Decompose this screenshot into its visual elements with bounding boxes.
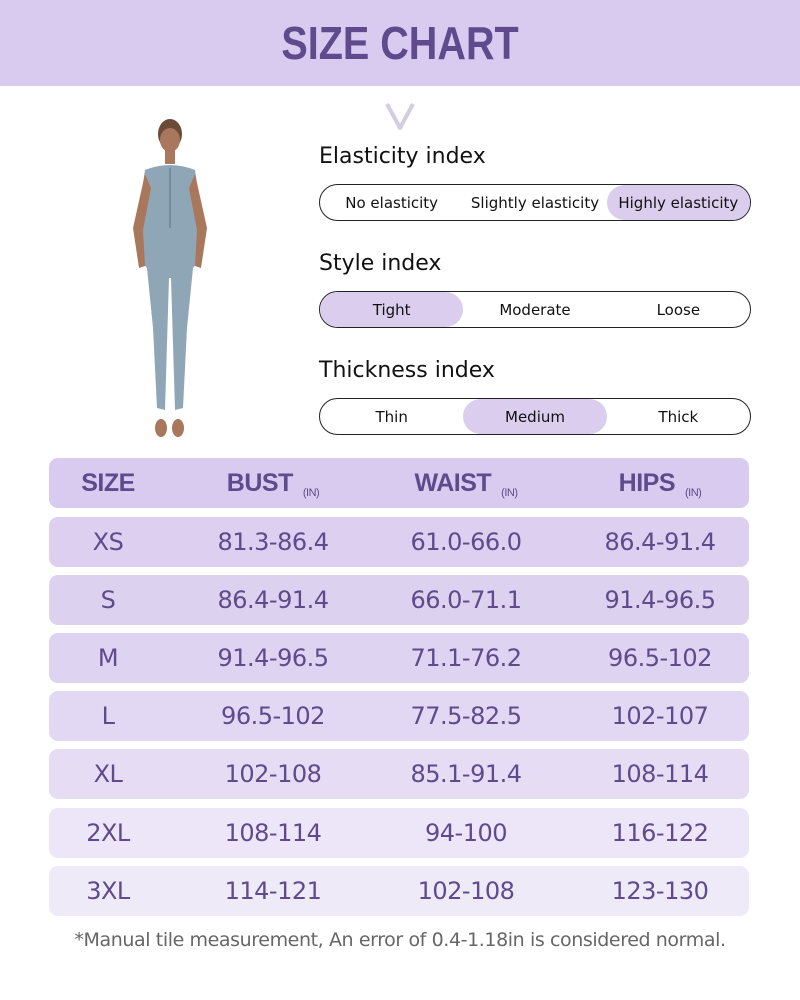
thickness-index-scale: Thin Medium Thick: [319, 398, 751, 435]
option-no-elasticity: No elasticity: [345, 193, 439, 212]
table-row: XL 102-108 85.1-91.4 108-114: [49, 749, 749, 799]
header-waist: WAIST (IN): [414, 458, 519, 508]
waist-cell: 85.1-91.4: [410, 760, 522, 788]
measurement-note: *Manual tile measurement, An error of 0.…: [74, 929, 726, 951]
option-slightly-elasticity: Slightly elasticity: [470, 193, 600, 212]
unit-label: (IN): [302, 487, 320, 499]
option-thin: Thin: [375, 407, 408, 426]
table-row: L 96.5-102 77.5-82.5 102-107: [49, 691, 749, 741]
table-row: S 86.4-91.4 66.0-71.1 91.4-96.5: [49, 575, 749, 625]
header-label: WAIST: [414, 468, 492, 497]
waist-cell: 71.1-76.2: [410, 644, 522, 672]
model-photo: [133, 119, 207, 437]
style-index-label: Style index: [319, 251, 442, 276]
size-cell: XS: [92, 528, 124, 556]
hips-cell: 86.4-91.4: [604, 528, 716, 556]
header-label: SIZE: [81, 468, 135, 497]
chevron-down-icon: [385, 103, 415, 130]
style-index-scale: Tight Moderate Loose: [319, 291, 751, 328]
table-row: 3XL 114-121 102-108 123-130: [49, 866, 749, 916]
hips-cell: 108-114: [611, 760, 709, 788]
elasticity-index-scale: No elasticity Slightly elasticity Highly…: [319, 184, 751, 221]
title-banner: SIZE CHART: [0, 0, 800, 86]
bust-cell: 96.5-102: [221, 702, 325, 730]
option-highly-elasticity: Highly elasticity: [606, 185, 750, 220]
bust-cell: 114-121: [224, 877, 322, 905]
size-cell: 2XL: [86, 819, 130, 847]
table-header: SIZE BUST (IN) WAIST (IN) HIPS (IN): [49, 458, 749, 508]
hips-cell: 123-130: [611, 877, 709, 905]
waist-cell: 102-108: [417, 877, 515, 905]
elasticity-index-label: Elasticity index: [319, 144, 486, 169]
unit-label: (IN): [501, 487, 518, 499]
waist-cell: 66.0-71.1: [410, 586, 522, 614]
bust-cell: 102-108: [224, 760, 322, 788]
waist-cell: 94-100: [424, 819, 508, 847]
size-cell: L: [101, 702, 115, 730]
bust-cell: 81.3-86.4: [217, 528, 329, 556]
header-bust: BUST (IN): [226, 458, 320, 508]
table-row: M 91.4-96.5 71.1-76.2 96.5-102: [49, 633, 749, 683]
waist-cell: 77.5-82.5: [410, 702, 522, 730]
option-medium: Medium: [463, 399, 607, 434]
option-thick: Thick: [658, 407, 699, 426]
hips-cell: 91.4-96.5: [604, 586, 716, 614]
waist-cell: 61.0-66.0: [410, 528, 522, 556]
header-size: SIZE: [81, 458, 135, 508]
size-cell: XL: [93, 760, 123, 788]
page-title: SIZE CHART: [281, 17, 519, 69]
table-row: XS 81.3-86.4 61.0-66.0 86.4-91.4: [49, 517, 749, 567]
thickness-index-label: Thickness index: [319, 358, 495, 383]
header-label: HIPS: [618, 468, 676, 497]
bust-cell: 86.4-91.4: [217, 586, 329, 614]
table-row: 2XL 108-114 94-100 116-122: [49, 808, 749, 858]
hips-cell: 96.5-102: [608, 644, 712, 672]
option-loose: Loose: [656, 300, 701, 319]
size-cell: 3XL: [86, 877, 130, 905]
size-cell: S: [100, 586, 116, 614]
header-label: BUST: [226, 468, 294, 497]
bust-cell: 91.4-96.5: [217, 644, 329, 672]
option-tight: Tight: [320, 292, 464, 327]
option-moderate: Moderate: [499, 300, 571, 319]
bust-cell: 108-114: [224, 819, 322, 847]
size-cell: M: [97, 644, 119, 672]
header-hips: HIPS (IN): [619, 458, 702, 508]
hips-cell: 116-122: [611, 819, 709, 847]
unit-label: (IN): [685, 487, 702, 499]
hips-cell: 102-107: [611, 702, 709, 730]
